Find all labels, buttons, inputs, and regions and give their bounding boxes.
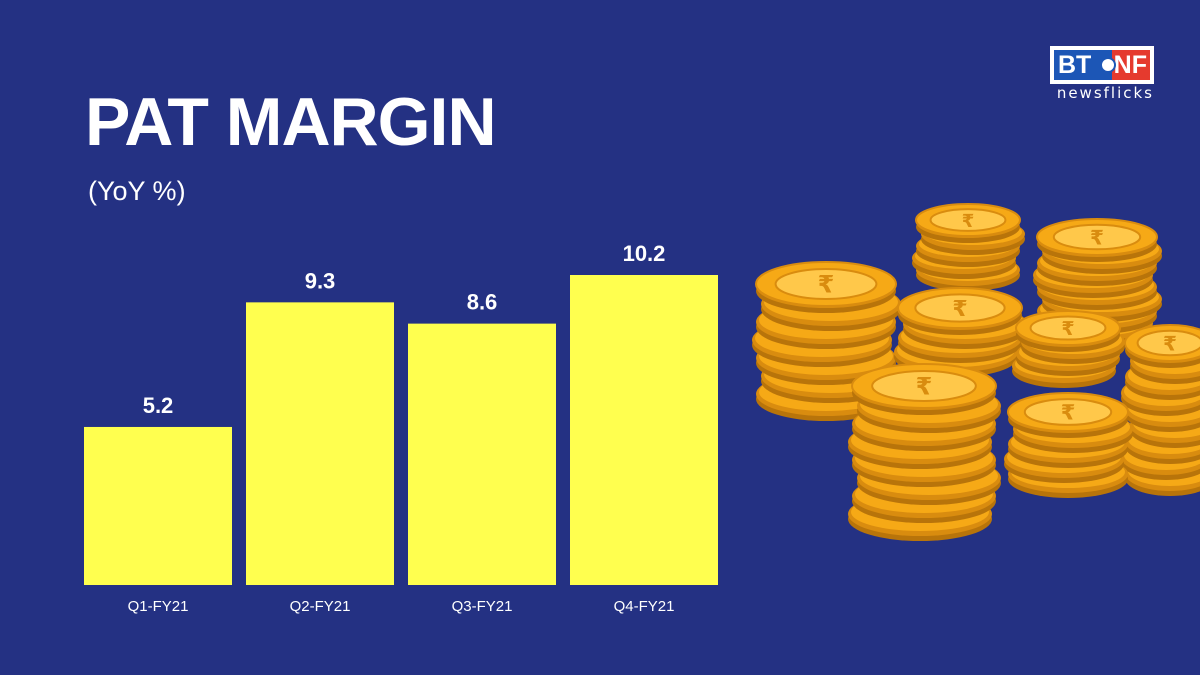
rupee-icon: ₹: [1061, 318, 1074, 340]
logo-tagline: newsflicks: [1056, 84, 1154, 102]
logo-nf-text: NF: [1112, 50, 1150, 80]
chart-title: PAT MARGIN: [85, 84, 497, 160]
coin-stack: ₹: [912, 203, 1025, 291]
data-label: 8.6: [467, 290, 498, 315]
category-tick-label: Q3-FY21: [452, 598, 513, 615]
bar-plot: 5.2 Q1-FY21 9.3 Q2-FY21 8.6 Q3-FY21 10.2 Q4-FY2…: [84, 241, 718, 615]
bar: [84, 426, 232, 585]
chart-subtitle: (YoY %): [88, 176, 186, 206]
data-label: 5.2: [143, 393, 174, 418]
coin-stack: ₹: [848, 363, 1001, 541]
rupee-icon: ₹: [1061, 401, 1076, 425]
category-tick-label: Q2-FY21: [290, 598, 351, 615]
rupee-icon: ₹: [952, 297, 967, 322]
bar: [570, 275, 718, 585]
rupee-coins-icon: ₹ ₹ ₹ ₹ ₹ ₹ ₹ ₹: [752, 203, 1200, 541]
coin-stack: ₹: [1012, 310, 1125, 388]
rupee-icon: ₹: [962, 211, 975, 232]
rupee-icon: ₹: [916, 373, 933, 401]
data-label: 9.3: [305, 268, 336, 293]
category-tick-label: Q4-FY21: [614, 598, 675, 615]
logo-globe-icon: [1100, 57, 1116, 73]
rupee-icon: ₹: [818, 271, 835, 299]
coin-stack: ₹: [894, 287, 1027, 377]
category-tick-label: Q1-FY21: [128, 598, 189, 615]
data-label: 10.2: [623, 241, 666, 266]
coin-stack: ₹: [1004, 392, 1133, 498]
brand-logo: BT NF newsflicks: [1050, 46, 1154, 102]
rupee-icon: ₹: [1090, 225, 1104, 249]
rupee-icon: ₹: [1163, 331, 1177, 355]
bar: [408, 323, 556, 585]
coin-stack: ₹: [1121, 324, 1200, 496]
bar: [246, 302, 394, 585]
